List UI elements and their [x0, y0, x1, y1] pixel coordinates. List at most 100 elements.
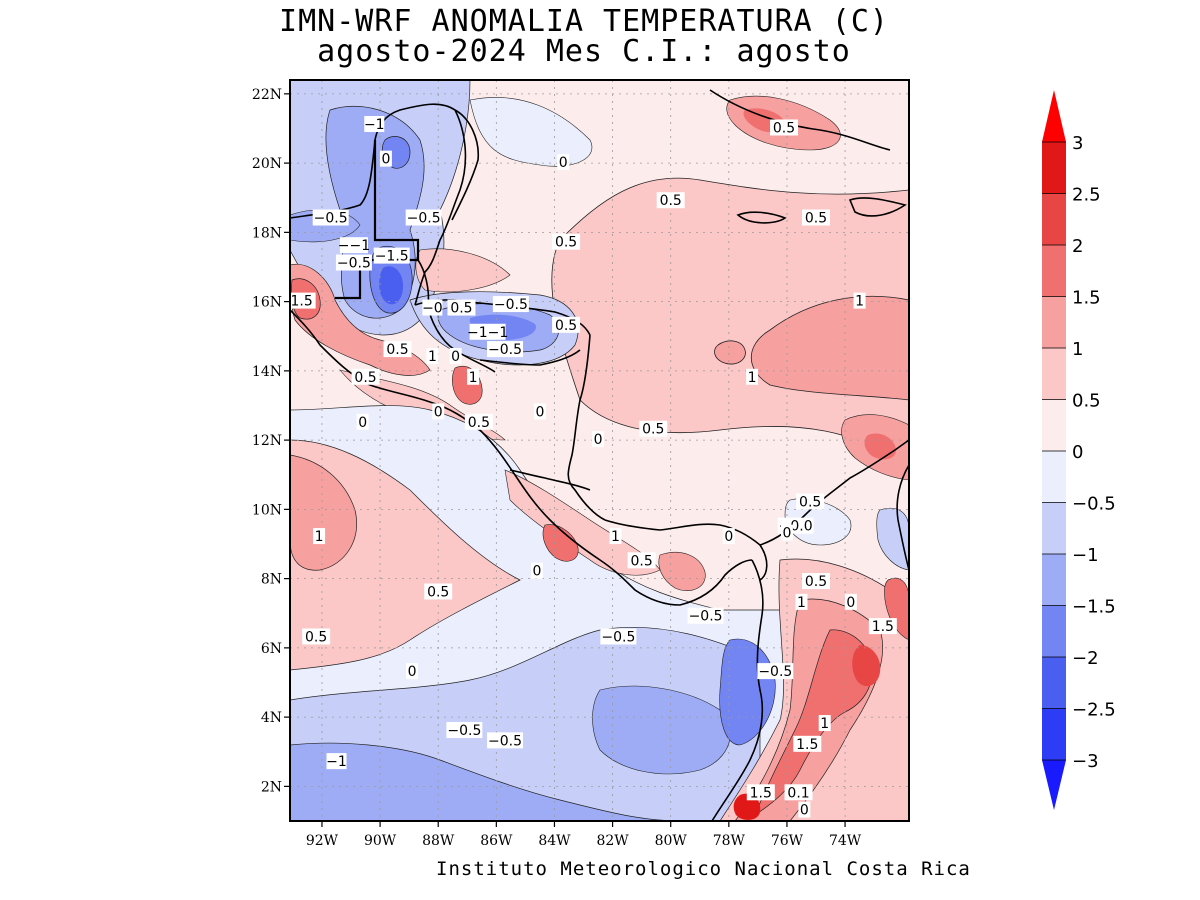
- contour-label: −1: [326, 754, 347, 770]
- contour-label-bg: [424, 583, 453, 600]
- lat-tick-label: 14N: [252, 364, 282, 380]
- colorbar-max-arrow: [1042, 90, 1066, 142]
- lat-tick-label: 6N: [261, 641, 282, 657]
- contour-label: 0.5: [805, 211, 827, 227]
- contour-label: 0.5: [386, 342, 408, 358]
- contour-label: 1.5: [750, 785, 772, 801]
- lat-tick-label: 2N: [261, 779, 282, 795]
- field-gulf-honduras: [415, 248, 511, 293]
- contour-label-bg: [796, 493, 825, 510]
- contour-label-bg: [422, 299, 443, 316]
- colorbar-bin: [1042, 296, 1066, 348]
- contour-label-bg: [290, 292, 316, 309]
- contour-label: 1: [428, 349, 437, 365]
- colorbar-bin: [1042, 399, 1066, 451]
- contour-label: 0: [800, 803, 809, 819]
- lon-tick-label: 78W: [713, 833, 746, 849]
- contour-label: 0: [535, 404, 544, 420]
- contour-label-bg: [627, 552, 656, 569]
- lon-tick-label: 84W: [538, 833, 571, 849]
- contour-label: 1: [820, 716, 829, 732]
- contour-label: −0.5: [488, 342, 522, 358]
- colorbar-bin: [1042, 502, 1066, 554]
- map-frame: [289, 79, 910, 822]
- contour-label-bg: [552, 316, 581, 333]
- colorbar-level-label: −3: [1072, 751, 1099, 772]
- contour-label-bg: [600, 628, 637, 645]
- contour-label: 0.5: [799, 494, 821, 510]
- field-venezuela-cool: [876, 507, 909, 571]
- anomaly-field: −10−0.5 −0.5−−1−0.5 −1.51.5 −0 0.5 −0.5−1−1−0…: [290, 80, 909, 821]
- contour-label-bg: [492, 296, 529, 313]
- contour-label-bg: [746, 784, 775, 801]
- contour-label: 0.5: [468, 415, 490, 431]
- colorbar-level-label: −1: [1072, 545, 1099, 566]
- contour-label: −0.5: [758, 664, 792, 680]
- contour-label: 0: [782, 526, 791, 542]
- contour-label-bg: [552, 233, 581, 250]
- contour-label: 1: [855, 294, 864, 310]
- contour-label-bg: [405, 209, 442, 226]
- colorbar-bin: [1042, 348, 1066, 400]
- lat-tick-label: 16N: [252, 295, 282, 311]
- contour-label-bg: [447, 299, 476, 316]
- colorbar-min-arrow: [1042, 760, 1066, 810]
- contour-label-bg: [722, 528, 735, 545]
- border-nicaragua: [479, 349, 581, 366]
- coast-panama: [604, 519, 768, 581]
- coast-colombia-pacific: [711, 559, 764, 821]
- contour-label-bg: [464, 413, 493, 430]
- contour-label-bg: [313, 528, 326, 545]
- border-honduras: [417, 259, 496, 373]
- contour-label-bg: [802, 573, 831, 590]
- colorbar-level-label: 2: [1072, 236, 1083, 257]
- coast-yucatan-east: [451, 109, 480, 221]
- contour-label-bg: [406, 663, 419, 680]
- field-cayman-1: [714, 340, 746, 365]
- contour-label-bg: [446, 721, 483, 738]
- border-venezuela: [896, 464, 909, 571]
- contour-label: 0.5: [773, 120, 795, 136]
- map-title: IMN-WRF ANOMALIA TEMPERATURA (C): [279, 4, 889, 39]
- field-north-cool: [469, 97, 593, 167]
- contour-label: −0.5: [447, 723, 481, 739]
- colorbar-bin: [1042, 245, 1066, 297]
- contour-label-bg: [687, 607, 724, 624]
- contour-label-bg: [364, 116, 385, 133]
- contour-label: 0.5: [555, 318, 577, 334]
- contour-label-bg: [339, 237, 368, 254]
- contour-label: 1: [611, 529, 620, 545]
- contour-label: 0: [533, 564, 542, 580]
- contour-label: 1: [797, 595, 806, 611]
- contour-label-bg: [432, 403, 445, 420]
- contour-label: 0: [434, 404, 443, 420]
- contour-label: 1: [748, 370, 757, 386]
- contour-label-bg: [533, 403, 546, 420]
- field-panama-warm: [658, 552, 706, 592]
- contour-label-bg: [487, 732, 524, 749]
- field-caribbean-05: [551, 177, 909, 471]
- contour-label-bg: [770, 119, 799, 136]
- lon-tick-label: 76W: [771, 833, 804, 849]
- contour-label-bg: [609, 528, 622, 545]
- contour-label: 0.5: [450, 301, 472, 317]
- field-pacific-warm-west-1: [290, 454, 357, 571]
- colorbar-level-label: 3: [1072, 133, 1083, 154]
- lat-tick-label: 18N: [252, 225, 282, 241]
- contour-label: −1−1: [467, 325, 508, 341]
- contour-label: 0.5: [642, 422, 664, 438]
- contour-label: 0: [724, 529, 733, 545]
- contour-label-bg: [795, 593, 808, 610]
- contour-label-bg: [802, 209, 831, 226]
- colorbar-bin: [1042, 605, 1066, 657]
- contour-label-bg: [557, 154, 570, 171]
- contour-label: −0.5: [314, 211, 348, 227]
- contour-label: 0: [381, 152, 390, 168]
- contour-label: 0: [559, 155, 568, 171]
- contour-label-bg: [426, 348, 439, 365]
- contour-label-bg: [487, 341, 524, 358]
- field-pacific-mid-1: [592, 685, 731, 775]
- contour-label: 0.5: [660, 193, 682, 209]
- contour-label-bg: [868, 618, 897, 635]
